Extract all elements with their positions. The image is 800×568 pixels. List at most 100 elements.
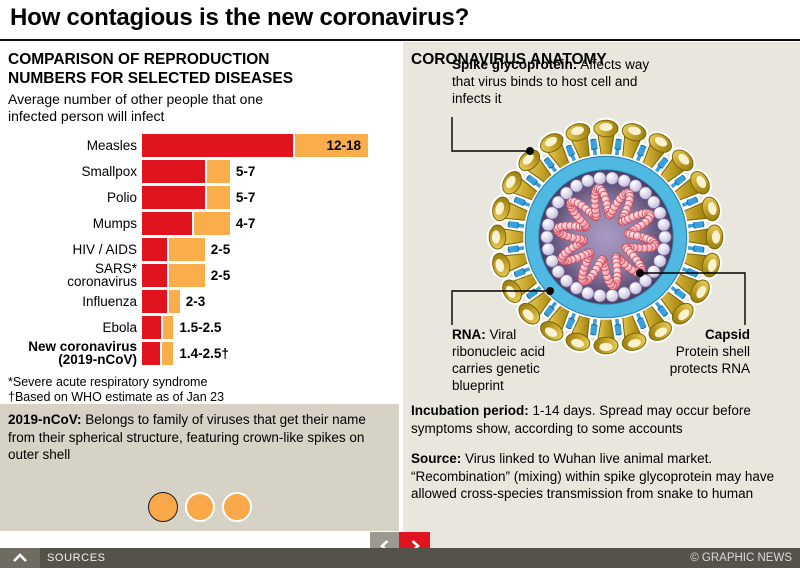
chart-row: SARS* coronavirus 2-5 bbox=[8, 261, 399, 289]
slide-dot[interactable] bbox=[184, 492, 215, 522]
chart-row: Ebola 1.5-2.5 bbox=[8, 314, 399, 340]
spike-glycoproteins bbox=[486, 117, 726, 357]
sources-label: SOURCES bbox=[47, 552, 106, 564]
envelope-proteins bbox=[505, 136, 707, 338]
bar-range-segment bbox=[206, 159, 230, 183]
bar-range-segment bbox=[194, 211, 230, 235]
ncov-description: 2019-nCoV: Belongs to family of viruses … bbox=[8, 411, 391, 464]
ncov-description-text: Belongs to family of viruses that get th… bbox=[8, 412, 366, 462]
chevron-up-icon bbox=[13, 553, 27, 562]
incubation-lead: Incubation period: bbox=[411, 403, 529, 418]
bar-min-segment bbox=[142, 341, 160, 365]
slide-dot[interactable] bbox=[147, 492, 178, 522]
bar-range-segment bbox=[161, 341, 174, 365]
reproduction-chart-panel: COMPARISON OF REPRODUCTION NUMBERS FOR S… bbox=[0, 42, 399, 404]
chart-row-bars bbox=[142, 289, 180, 313]
ncov-info-box: 2019-nCoV: Belongs to family of viruses … bbox=[0, 404, 399, 531]
incubation-text: 1-14 days. Spread may occur before sympt… bbox=[411, 403, 751, 436]
bar-value-label: 2-5 bbox=[210, 241, 231, 257]
anatomy-panel: CORONAVIRUS ANATOMY Spike glycoprotein: … bbox=[403, 42, 800, 548]
bar-range-segment bbox=[206, 185, 230, 209]
rna-label-lead: RNA: bbox=[452, 327, 486, 342]
rna-label-text: Viral ribonucleic acid carries genetic b… bbox=[452, 327, 546, 393]
chart-row-bars: 12-18 bbox=[142, 133, 368, 157]
capsid-label-text: Protein shell protects RNA bbox=[669, 344, 750, 376]
bar-min-segment bbox=[142, 211, 193, 235]
chart-row: Polio 5-7 bbox=[8, 184, 399, 210]
core bbox=[539, 170, 673, 304]
capsid-label-lead: Capsid bbox=[704, 327, 750, 342]
footnote-sars: *Severe acute respiratory syndrome bbox=[8, 375, 208, 389]
bar-min-segment bbox=[142, 315, 161, 339]
source-lead: Source: bbox=[411, 451, 462, 466]
capsid-beads bbox=[540, 171, 672, 303]
chart-row-bars bbox=[142, 341, 174, 365]
bar-value-label: 2-5 bbox=[210, 267, 231, 283]
bar-value-label: 12-18 bbox=[326, 137, 361, 153]
chart-row: New coronavirus (2019-nCoV) 1.4-2.5† bbox=[8, 339, 399, 367]
chart-row: Influenza 2-3 bbox=[8, 288, 399, 314]
chart-row: Smallpox 5-7 bbox=[8, 158, 399, 184]
rna-label: RNA: Viral ribonucleic acid carries gene… bbox=[452, 326, 570, 394]
chart-row: Mumps 4-7 bbox=[8, 210, 399, 236]
chart-row-label: New coronavirus (2019-nCoV) bbox=[28, 339, 137, 367]
page-title: How contagious is the new coronavirus? bbox=[10, 4, 470, 31]
bar-min-segment bbox=[142, 237, 168, 261]
chart-row-label: HIV / AIDS bbox=[72, 241, 137, 257]
bar-value-label: 1.4-2.5† bbox=[179, 345, 229, 361]
source-text: Virus linked to Wuhan live animal market… bbox=[411, 451, 775, 501]
source-paragraph: Source: Virus linked to Wuhan live anima… bbox=[411, 450, 800, 503]
bar-range-segment: 12-18 bbox=[294, 133, 368, 157]
footer-bar: SOURCES © GRAPHIC NEWS bbox=[0, 548, 800, 568]
bar-chart: Measles 12-18 Smallpox 5-7 Polio 5-7 Mumps 4-7 H… bbox=[8, 132, 399, 366]
chart-row-label: Polio bbox=[106, 189, 137, 205]
footnote-who: †Based on WHO estimate as of Jan 23 bbox=[8, 390, 225, 404]
chart-row-bars bbox=[142, 185, 230, 209]
bar-min-segment bbox=[142, 185, 205, 209]
leader-lines bbox=[451, 117, 746, 325]
bar-range-segment bbox=[169, 289, 180, 313]
slide-dot[interactable] bbox=[221, 492, 252, 522]
copyright: © GRAPHIC NEWS bbox=[690, 552, 792, 564]
chart-row: HIV / AIDS 2-5 bbox=[8, 236, 399, 262]
bar-min-segment bbox=[142, 159, 205, 183]
incubation-paragraph: Incubation period: 1-14 days. Spread may… bbox=[411, 402, 797, 437]
bar-value-label: 2-3 bbox=[185, 293, 206, 309]
pagination-dots bbox=[0, 492, 399, 522]
chart-row-bars bbox=[142, 263, 205, 287]
chart-row-bars bbox=[142, 315, 174, 339]
bar-value-label: 4-7 bbox=[235, 215, 256, 231]
virus-body bbox=[486, 117, 726, 357]
bar-min-segment bbox=[142, 289, 168, 313]
chart-heading: COMPARISON OF REPRODUCTION NUMBERS FOR S… bbox=[8, 51, 294, 87]
spike-glycoprotein-label: Spike glycoprotein: Affects way that vir… bbox=[452, 56, 670, 107]
chart-subtitle: Average number of other people that one … bbox=[8, 91, 264, 124]
spike-label-lead: Spike glycoprotein: bbox=[452, 57, 578, 72]
chart-row-label: Mumps bbox=[92, 215, 137, 231]
bar-value-label: 5-7 bbox=[235, 189, 256, 205]
chart-row-bars bbox=[142, 159, 230, 183]
chart-row: Measles 12-18 bbox=[8, 132, 399, 158]
chart-row-label: SARS* coronavirus bbox=[67, 261, 137, 289]
anatomy-heading: CORONAVIRUS ANATOMY bbox=[411, 51, 607, 68]
rna-strand bbox=[552, 183, 660, 291]
sources-expander[interactable] bbox=[0, 548, 40, 568]
chart-row-label: Influenza bbox=[82, 293, 137, 309]
ncov-description-lead: 2019-nCoV: bbox=[8, 412, 82, 427]
bar-range-segment bbox=[169, 263, 205, 287]
chart-row-label: Measles bbox=[86, 137, 137, 153]
chart-row-label: Ebola bbox=[102, 319, 137, 335]
bar-value-label: 1.5-2.5 bbox=[179, 319, 222, 335]
bar-value-label: 5-7 bbox=[235, 163, 256, 179]
chart-row-bars bbox=[142, 237, 205, 261]
bar-range-segment bbox=[162, 315, 174, 339]
chart-row-label: Smallpox bbox=[81, 163, 137, 179]
bar-min-segment bbox=[142, 133, 293, 157]
spike-label-text: Affects way that virus binds to host cel… bbox=[452, 57, 650, 106]
bar-range-segment bbox=[169, 237, 205, 261]
capsid-label: Capsid Protein shell protects RNA bbox=[653, 326, 750, 377]
title-divider bbox=[0, 39, 800, 41]
bar-min-segment bbox=[142, 263, 168, 287]
membrane bbox=[525, 156, 687, 318]
